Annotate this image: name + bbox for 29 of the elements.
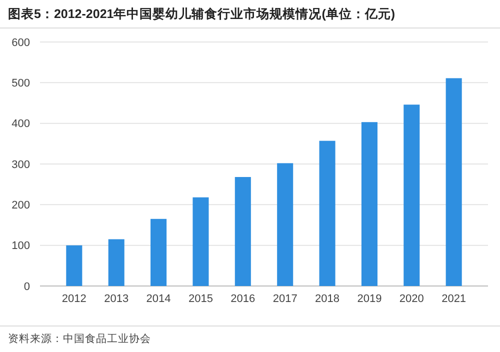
y-tick-label: 100 xyxy=(12,240,30,252)
y-tick-label: 500 xyxy=(12,78,30,90)
bar xyxy=(277,163,294,286)
x-tick-label: 2019 xyxy=(357,293,382,305)
bar xyxy=(150,218,167,286)
chart-title: 图表5：2012-2021年中国婴幼儿辅食行业市场规模情况(单位：亿元) xyxy=(8,6,396,21)
x-tick-label: 2015 xyxy=(188,293,213,305)
x-tick-label: 2013 xyxy=(104,293,129,305)
text: 资料来源：中国食品工业协会 xyxy=(8,332,151,345)
bar xyxy=(404,104,420,286)
x-tick-label: 2012 xyxy=(62,293,86,305)
x-tick-label: 2016 xyxy=(230,293,256,305)
y-tick-label: 0 xyxy=(24,280,30,293)
bar xyxy=(319,140,336,286)
y-tick-label: 300 xyxy=(12,158,30,171)
x-tick-label: 2017 xyxy=(272,293,298,305)
bar xyxy=(192,197,209,286)
bar xyxy=(446,78,462,286)
bar xyxy=(108,239,124,286)
bar xyxy=(234,177,251,286)
bar xyxy=(66,245,82,286)
x-tick-label: 2014 xyxy=(146,293,171,305)
x-tick-label: 2020 xyxy=(399,293,424,305)
bar xyxy=(361,122,378,286)
x-tick-label: 2018 xyxy=(315,293,340,305)
y-tick-label: 400 xyxy=(12,118,30,130)
y-tick-label: 200 xyxy=(12,200,30,212)
y-tick-label: 600 xyxy=(12,36,30,49)
x-tick-label: 2021 xyxy=(442,293,466,305)
